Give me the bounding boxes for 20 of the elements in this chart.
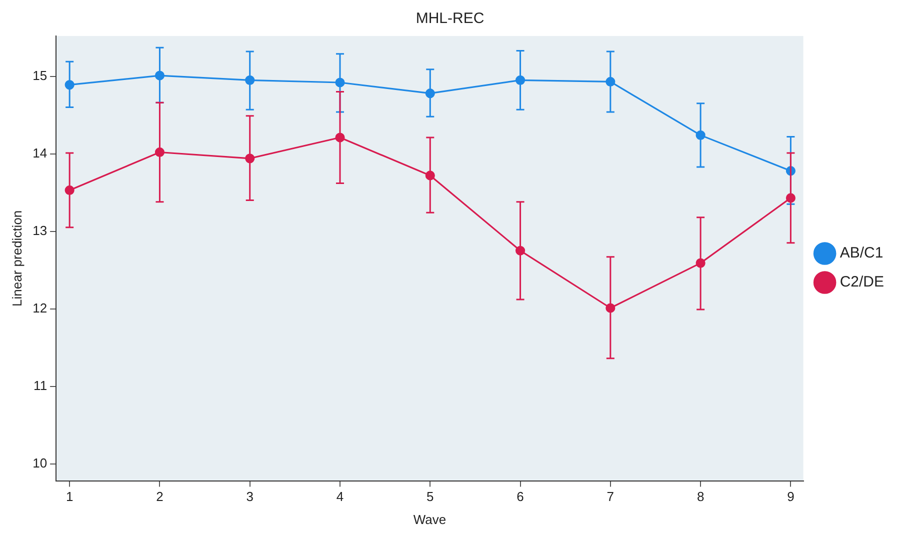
x-tick-label: 3 [246,489,254,504]
x-tick-label: 4 [336,489,344,504]
legend-label: AB/C1 [840,244,884,262]
chart-title: MHL-REC [416,10,484,28]
y-tick-label: 15 [32,68,48,83]
x-tick-label: 8 [696,489,704,504]
x-tick-label: 9 [787,489,794,504]
x-tick-label: 7 [606,489,614,504]
x-tick-label: 2 [156,489,164,504]
x-tick-label: 5 [426,489,434,504]
y-tick-label: 11 [34,378,48,393]
y-tick-label: 13 [32,222,48,238]
y-tick-label: 10 [32,455,48,470]
y-axis-title: Linear prediction [9,210,24,306]
x-axis-title: Wave [413,512,446,527]
y-tick-label: 14 [32,145,48,160]
x-tick-label: 6 [516,489,524,504]
x-tick-label: 1 [66,489,74,504]
legend-label: C2/DE [840,274,884,291]
y-tick-label: 12 [32,300,48,316]
